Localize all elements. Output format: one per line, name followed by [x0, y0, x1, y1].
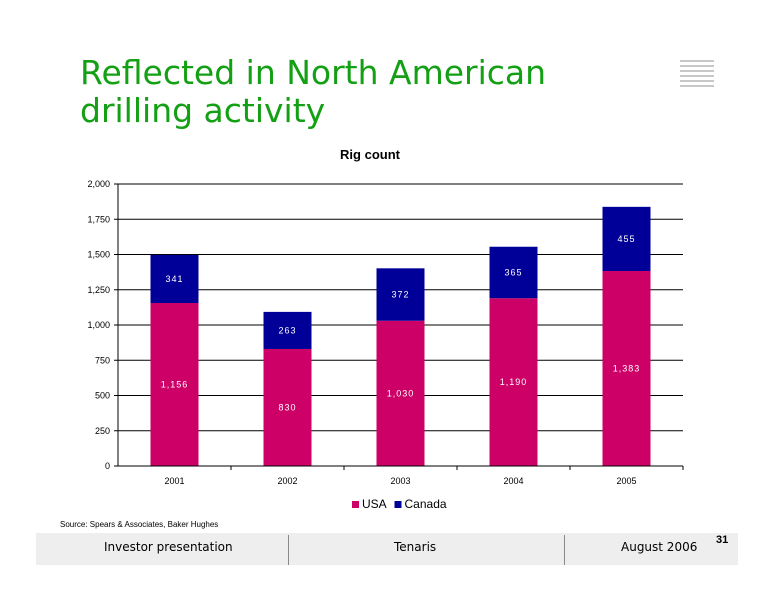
- y-tick-label: 1,250: [87, 285, 110, 295]
- rig-count-chart: Rig count 0 250 500 750 1,000 1,250 1,500 1,750 2…: [87, 147, 684, 511]
- data-label-canada: 365: [504, 267, 522, 277]
- data-label-canada: 372: [391, 290, 409, 300]
- data-label-usa: 830: [278, 402, 296, 412]
- x-tick-label: 2001: [164, 476, 184, 486]
- bar-canada-2003: [376, 268, 425, 321]
- y-tick-label: 2,000: [87, 179, 110, 189]
- x-tick-label: 2002: [277, 476, 297, 486]
- bar-usa-2005: [602, 270, 651, 466]
- footer-left-label: Investor presentation: [104, 540, 233, 554]
- x-tick-label: 2004: [503, 476, 523, 486]
- legend-swatch-canada: [394, 501, 402, 508]
- y-tick-label: 1,000: [87, 320, 110, 330]
- data-label-usa: 1,383: [613, 363, 641, 373]
- decorative-stripes-icon: [680, 60, 714, 90]
- y-tick-label: 750: [95, 355, 110, 365]
- bar-usa-2001: [150, 303, 199, 466]
- source-note: Source: Spears & Associates, Baker Hughe…: [60, 520, 219, 529]
- legend-label-canada: Canada: [405, 497, 447, 511]
- bar-canada-2002: [263, 311, 312, 349]
- bar-canada-2001: [150, 254, 199, 304]
- footer-center-label: Tenaris: [394, 540, 437, 554]
- data-label-canada: 263: [278, 325, 296, 335]
- title-line-1: Reflected in North American: [80, 53, 547, 92]
- y-tick-label: 500: [95, 391, 110, 401]
- footer-bar: Investor presentation Tenaris August 200…: [36, 533, 738, 565]
- data-label-usa: 1,030: [387, 388, 415, 398]
- y-tick-label: 1,500: [87, 250, 110, 260]
- x-tick-label: 2005: [616, 476, 636, 486]
- y-tick-label: 250: [95, 426, 110, 436]
- bar-usa-2004: [489, 298, 538, 466]
- x-tick-label: 2003: [390, 476, 410, 486]
- page-number: 31: [716, 534, 729, 546]
- slide-title: Reflected in North American drilling act…: [80, 54, 640, 130]
- legend-swatch-usa: [352, 501, 359, 508]
- title-line-2: drilling activity: [80, 91, 326, 130]
- data-label-usa: 1,156: [161, 380, 189, 390]
- data-label-canada: 455: [617, 234, 635, 244]
- chart-title: Rig count: [340, 147, 401, 162]
- bar-usa-2002: [263, 348, 312, 466]
- footer-right-label: August 2006: [621, 540, 698, 554]
- footer-divider: [564, 535, 565, 565]
- y-tick-label: 0: [105, 461, 110, 471]
- legend-label-usa: USA: [362, 497, 387, 511]
- bar-usa-2003: [376, 320, 425, 466]
- footer-divider: [288, 535, 289, 565]
- data-label-canada: 341: [165, 274, 183, 284]
- bar-canada-2005: [602, 206, 651, 271]
- data-label-usa: 1,190: [500, 377, 528, 387]
- bar-canada-2004: [489, 246, 538, 299]
- y-tick-label: 1,750: [87, 214, 110, 224]
